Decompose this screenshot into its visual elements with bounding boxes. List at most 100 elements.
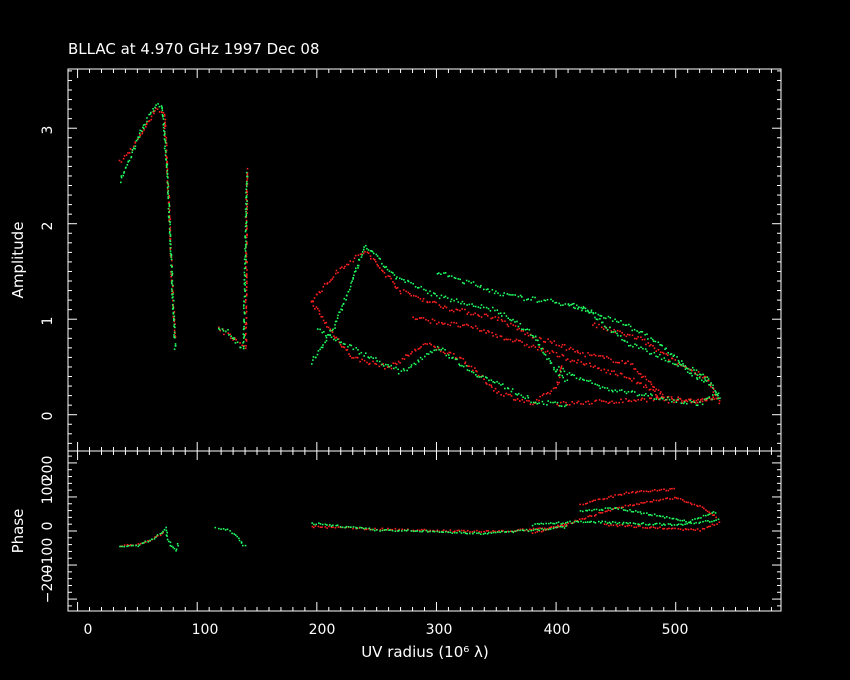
data-point bbox=[123, 544, 126, 546]
data-point bbox=[696, 377, 698, 379]
phase-points bbox=[119, 487, 721, 552]
data-point bbox=[142, 542, 145, 544]
data-point bbox=[313, 297, 316, 299]
data-point bbox=[442, 351, 445, 354]
data-point bbox=[411, 351, 413, 353]
data-point bbox=[690, 368, 692, 371]
data-point bbox=[417, 360, 420, 363]
data-point bbox=[553, 340, 556, 342]
x-tick-label: 0 bbox=[84, 622, 93, 638]
data-point bbox=[421, 528, 423, 531]
data-point bbox=[599, 387, 601, 390]
data-point bbox=[627, 505, 630, 507]
data-point bbox=[659, 515, 662, 518]
data-point bbox=[608, 389, 610, 392]
data-point bbox=[592, 366, 595, 368]
data-point bbox=[655, 355, 657, 358]
data-point bbox=[472, 369, 474, 372]
data-point bbox=[421, 530, 423, 533]
data-point bbox=[630, 491, 633, 494]
data-point bbox=[166, 170, 169, 172]
data-point bbox=[606, 522, 609, 524]
data-point bbox=[699, 530, 701, 532]
data-point bbox=[628, 345, 630, 347]
data-point bbox=[656, 515, 658, 517]
data-point bbox=[590, 515, 593, 517]
data-point bbox=[319, 328, 321, 331]
data-point bbox=[374, 362, 376, 365]
data-point bbox=[157, 534, 159, 537]
data-point bbox=[658, 398, 660, 401]
x-tick-label: 300 bbox=[426, 622, 453, 638]
data-point bbox=[563, 525, 565, 527]
data-point bbox=[648, 523, 651, 526]
data-point bbox=[314, 525, 317, 527]
data-point bbox=[696, 401, 699, 404]
data-point bbox=[419, 356, 422, 359]
data-point bbox=[716, 523, 718, 525]
data-point bbox=[172, 296, 174, 298]
data-point bbox=[173, 315, 176, 318]
data-point bbox=[548, 528, 550, 531]
data-point bbox=[687, 367, 689, 370]
data-point bbox=[229, 337, 232, 339]
data-point bbox=[607, 402, 610, 404]
data-point bbox=[629, 344, 632, 347]
data-point bbox=[402, 368, 405, 370]
data-point bbox=[246, 181, 248, 183]
data-point bbox=[433, 319, 436, 322]
data-point bbox=[417, 287, 419, 289]
data-point bbox=[641, 331, 644, 333]
data-point bbox=[702, 520, 704, 523]
data-point bbox=[337, 271, 339, 274]
data-point bbox=[238, 539, 241, 542]
data-point bbox=[696, 517, 699, 520]
data-point bbox=[413, 530, 416, 532]
data-point bbox=[442, 529, 445, 531]
data-point bbox=[162, 111, 165, 114]
data-point bbox=[164, 118, 167, 121]
data-point bbox=[172, 299, 174, 302]
data-point bbox=[428, 530, 430, 533]
data-point bbox=[361, 254, 363, 256]
data-point bbox=[476, 529, 478, 532]
data-point bbox=[245, 222, 247, 224]
data-point bbox=[496, 309, 499, 311]
data-point bbox=[558, 302, 560, 305]
data-point bbox=[661, 351, 664, 354]
data-point bbox=[632, 511, 635, 513]
data-point bbox=[616, 374, 619, 377]
data-point bbox=[164, 123, 166, 125]
data-point bbox=[609, 373, 612, 375]
data-point bbox=[245, 255, 248, 258]
data-point bbox=[409, 293, 411, 295]
data-point bbox=[463, 303, 466, 305]
data-point bbox=[587, 380, 590, 382]
data-point bbox=[649, 397, 651, 400]
data-point bbox=[600, 400, 603, 402]
data-point bbox=[572, 348, 574, 351]
data-point bbox=[244, 275, 247, 278]
data-point bbox=[373, 529, 376, 532]
data-point bbox=[385, 266, 388, 268]
data-point bbox=[566, 373, 569, 376]
data-point bbox=[715, 393, 717, 396]
data-point bbox=[588, 311, 591, 314]
data-point bbox=[583, 379, 585, 381]
data-point bbox=[673, 524, 676, 526]
data-point bbox=[406, 354, 409, 357]
data-point bbox=[562, 304, 564, 306]
data-point bbox=[548, 352, 551, 355]
data-point bbox=[549, 360, 552, 362]
data-point bbox=[562, 354, 565, 357]
data-point bbox=[164, 133, 166, 135]
data-point bbox=[465, 279, 468, 282]
data-point bbox=[430, 343, 432, 346]
data-point bbox=[156, 534, 159, 536]
data-point bbox=[707, 379, 710, 382]
data-point bbox=[494, 309, 496, 312]
data-point bbox=[650, 337, 652, 339]
data-point bbox=[222, 330, 225, 332]
data-point bbox=[242, 340, 245, 343]
data-point bbox=[562, 376, 564, 379]
